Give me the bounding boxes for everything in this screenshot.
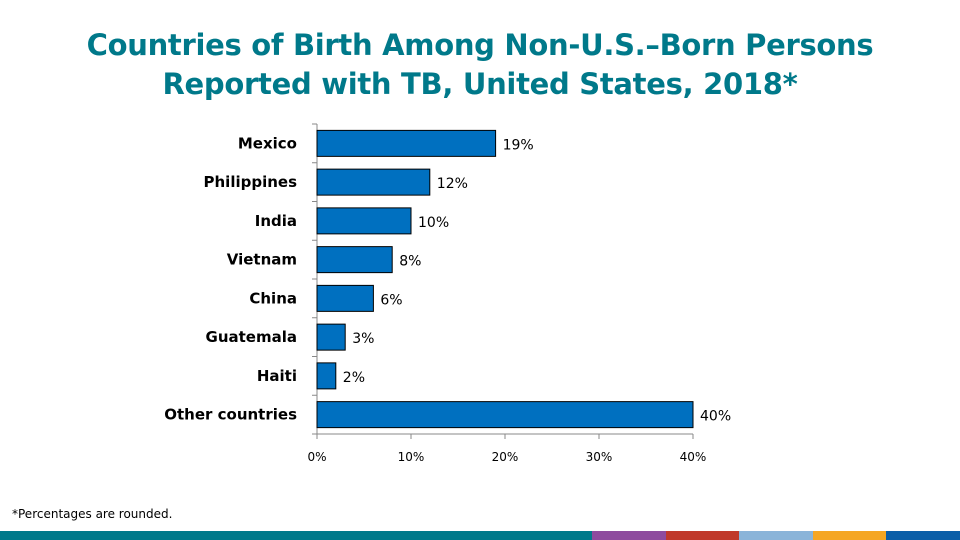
footer-segment [813, 531, 886, 540]
footer-segment [666, 531, 739, 540]
bar-other-countries [316, 401, 694, 429]
bar-guatemala [316, 323, 346, 351]
chart-title-line-2: Reported with TB, United States, 2018* [162, 67, 798, 101]
footer-segment [592, 531, 666, 540]
category-label: Philippines [204, 173, 298, 191]
x-tick-label: 10% [398, 450, 425, 464]
footer-segment [886, 531, 960, 540]
category-label: China [249, 289, 297, 307]
category-label: Mexico [238, 134, 297, 152]
data-label: 10% [418, 215, 449, 231]
category-label: Guatemala [206, 328, 297, 346]
data-label: 6% [380, 292, 402, 308]
chart-title-line-1: Countries of Birth Among Non-U.S.–Born P… [86, 28, 874, 62]
data-label: 3% [352, 331, 374, 347]
footer-segment [0, 531, 592, 540]
bar-china [316, 284, 374, 312]
data-label: 2% [343, 370, 365, 386]
chart-title: Countries of Birth Among Non-U.S.–Born P… [0, 26, 960, 104]
category-label: Vietnam [227, 251, 297, 269]
bar-philippines [316, 168, 431, 196]
x-tick-label: 0% [307, 450, 326, 464]
footer-segment [739, 531, 813, 540]
category-label: Other countries [164, 406, 297, 424]
data-label: 19% [503, 137, 534, 153]
category-label: Haiti [257, 367, 297, 385]
footer-color-bar [0, 531, 960, 540]
data-label: 40% [700, 409, 731, 425]
category-label: India [255, 212, 297, 230]
bar-vietnam [316, 246, 393, 274]
bar-mexico [316, 129, 497, 157]
bar-haiti [316, 362, 337, 390]
footnote: *Percentages are rounded. [12, 507, 173, 521]
x-tick-label: 40% [680, 450, 707, 464]
x-tick-label: 30% [586, 450, 613, 464]
bar-india [316, 207, 412, 235]
data-label: 8% [399, 254, 421, 270]
data-label: 12% [437, 176, 468, 192]
x-tick-label: 20% [492, 450, 519, 464]
